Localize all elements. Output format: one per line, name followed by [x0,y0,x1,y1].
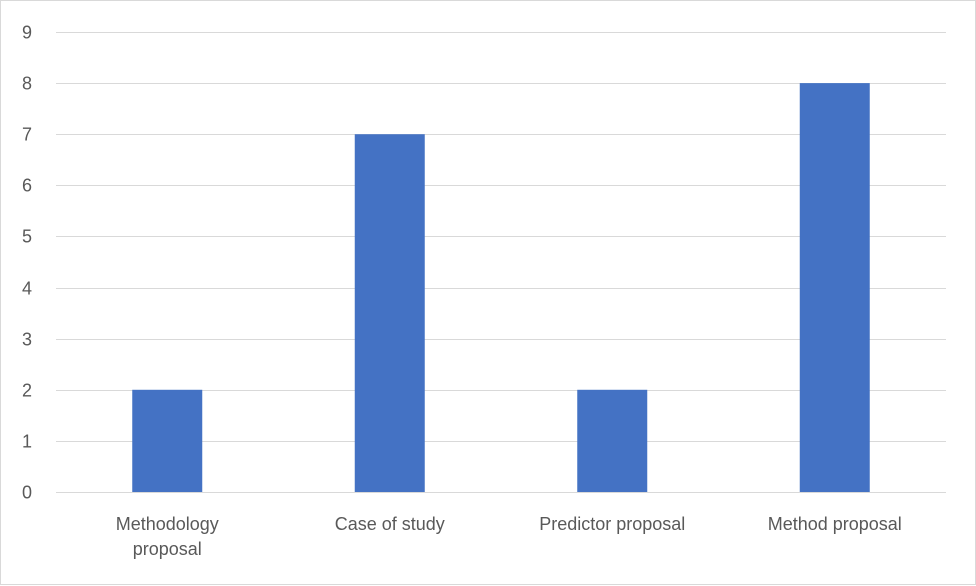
x-category-label: Case of study [335,514,445,534]
y-axis-tick-labels: 0 1 2 3 4 5 6 7 8 9 [22,23,32,503]
y-tick-label: 1 [22,432,32,452]
y-tick-label: 4 [22,279,32,299]
bar-0 [132,389,203,492]
bars [132,83,870,492]
y-tick-label: 8 [22,74,32,94]
x-category-label: Predictor proposal [539,514,685,534]
bar-2 [577,389,648,492]
y-tick-label: 6 [22,176,32,196]
x-category-label: Method proposal [768,514,902,534]
bar-1 [354,134,425,492]
y-tick-label: 7 [22,125,32,145]
gridlines [56,32,946,493]
y-tick-label: 9 [22,23,32,43]
y-tick-label: 0 [22,483,32,503]
y-tick-label: 5 [22,227,32,247]
y-tick-label: 3 [22,330,32,350]
x-axis-category-labels: Methodology proposal Case of study Predicto… [116,514,902,559]
bar-3 [799,83,870,492]
y-tick-label: 2 [22,381,32,401]
x-category-label: Methodology proposal [116,514,219,559]
